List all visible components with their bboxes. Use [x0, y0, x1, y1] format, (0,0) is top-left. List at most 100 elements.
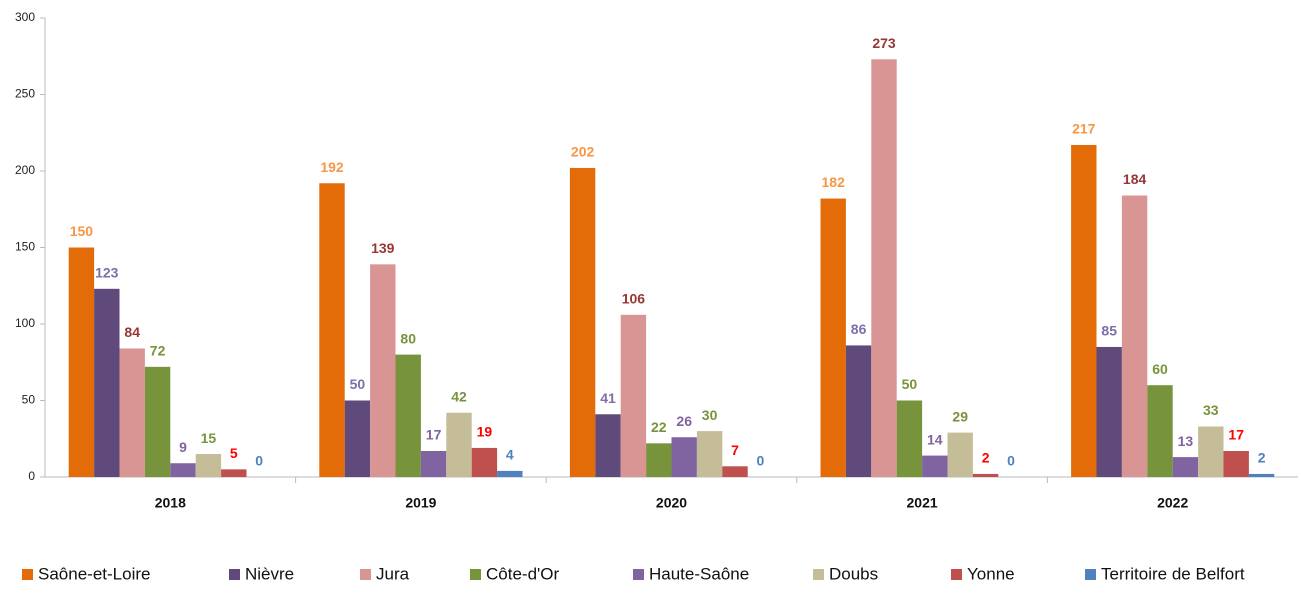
bar	[319, 183, 345, 478]
legend-swatch	[1085, 569, 1096, 580]
bar	[344, 400, 371, 477]
legend-swatch	[22, 569, 33, 580]
x-tick-label: 2022	[1157, 495, 1188, 511]
data-label: 17	[1228, 427, 1244, 443]
bar	[1172, 457, 1199, 477]
legend-label: Yonne	[967, 564, 1015, 583]
y-tick-label: 150	[15, 240, 35, 254]
bar	[947, 432, 973, 477]
legend-swatch	[229, 569, 240, 580]
data-label: 14	[927, 431, 943, 447]
y-tick-label: 200	[15, 163, 35, 177]
bar	[420, 450, 447, 477]
legend-swatch	[813, 569, 824, 580]
data-label: 184	[1123, 171, 1147, 187]
legend-swatch	[360, 569, 371, 580]
bar	[972, 473, 999, 477]
data-label: 84	[124, 324, 140, 340]
data-label: 41	[600, 390, 616, 406]
bar	[595, 414, 621, 477]
bar	[671, 437, 697, 477]
bar	[722, 466, 748, 477]
data-label: 273	[872, 35, 896, 51]
data-label: 0	[1007, 453, 1015, 469]
bar	[471, 447, 498, 477]
data-label: 13	[1178, 433, 1194, 449]
bar	[896, 400, 923, 477]
bar	[170, 463, 196, 477]
bar	[395, 354, 421, 477]
bar	[195, 454, 222, 477]
bar	[119, 348, 145, 477]
data-label: 2	[982, 450, 990, 466]
data-label: 50	[902, 376, 918, 392]
y-tick-label: 300	[15, 10, 35, 24]
data-label: 50	[350, 376, 366, 392]
legend-label: Doubs	[829, 564, 878, 583]
data-label: 17	[426, 427, 442, 443]
data-label: 33	[1203, 402, 1219, 418]
data-label: 72	[150, 343, 166, 359]
data-label: 0	[757, 453, 765, 469]
data-label: 29	[952, 408, 968, 424]
y-tick-label: 250	[15, 87, 35, 101]
legend-swatch	[951, 569, 962, 580]
y-tick-label: 100	[15, 316, 35, 330]
bar	[94, 288, 120, 477]
legend-label: Nièvre	[245, 564, 294, 583]
bar	[569, 167, 596, 477]
bar	[646, 443, 672, 477]
data-label: 42	[451, 388, 467, 404]
data-label: 4	[506, 447, 514, 463]
bar	[1198, 426, 1224, 477]
data-label: 86	[851, 321, 867, 337]
bar	[820, 198, 846, 478]
data-label: 30	[702, 407, 718, 423]
bar	[620, 314, 647, 477]
data-label: 60	[1152, 361, 1168, 377]
data-label: 80	[400, 330, 416, 346]
x-tick-label: 2018	[155, 495, 186, 511]
bar	[845, 345, 872, 477]
bar	[1121, 195, 1148, 478]
legend-swatch	[470, 569, 481, 580]
data-label: 15	[201, 430, 217, 446]
data-label: 19	[477, 424, 493, 440]
bar	[144, 366, 171, 477]
bar	[1071, 144, 1097, 478]
x-tick-label: 2019	[405, 495, 436, 511]
x-tick-label: 2021	[907, 495, 938, 511]
data-label: 9	[179, 439, 187, 455]
bar	[221, 469, 247, 477]
bar	[497, 470, 523, 477]
data-label: 2	[1258, 450, 1266, 466]
y-tick-label: 0	[28, 469, 35, 483]
bar	[871, 59, 897, 478]
bar	[446, 412, 472, 477]
data-label: 7	[731, 442, 739, 458]
data-label: 192	[320, 159, 344, 175]
legend-label: Côte-d'Or	[486, 564, 559, 583]
y-tick-label: 50	[22, 393, 36, 407]
bar	[1147, 385, 1173, 477]
bar	[922, 455, 948, 477]
data-label: 26	[676, 413, 692, 429]
bar	[1096, 346, 1122, 477]
legend-label: Haute-Saône	[649, 564, 749, 583]
legend-label: Jura	[376, 564, 410, 583]
bar	[68, 247, 95, 477]
data-label: 85	[1101, 323, 1117, 339]
data-label: 150	[70, 223, 94, 239]
bar	[696, 431, 723, 477]
data-label: 139	[371, 240, 395, 256]
legend-label: Saône-et-Loire	[38, 564, 150, 583]
data-label: 202	[571, 144, 595, 160]
data-label: 123	[95, 265, 119, 281]
data-label: 0	[255, 453, 263, 469]
legend-label: Territoire de Belfort	[1101, 564, 1245, 583]
data-label: 106	[622, 291, 646, 307]
data-label: 217	[1072, 121, 1096, 137]
x-tick-label: 2020	[656, 495, 687, 511]
bar	[1248, 473, 1275, 477]
